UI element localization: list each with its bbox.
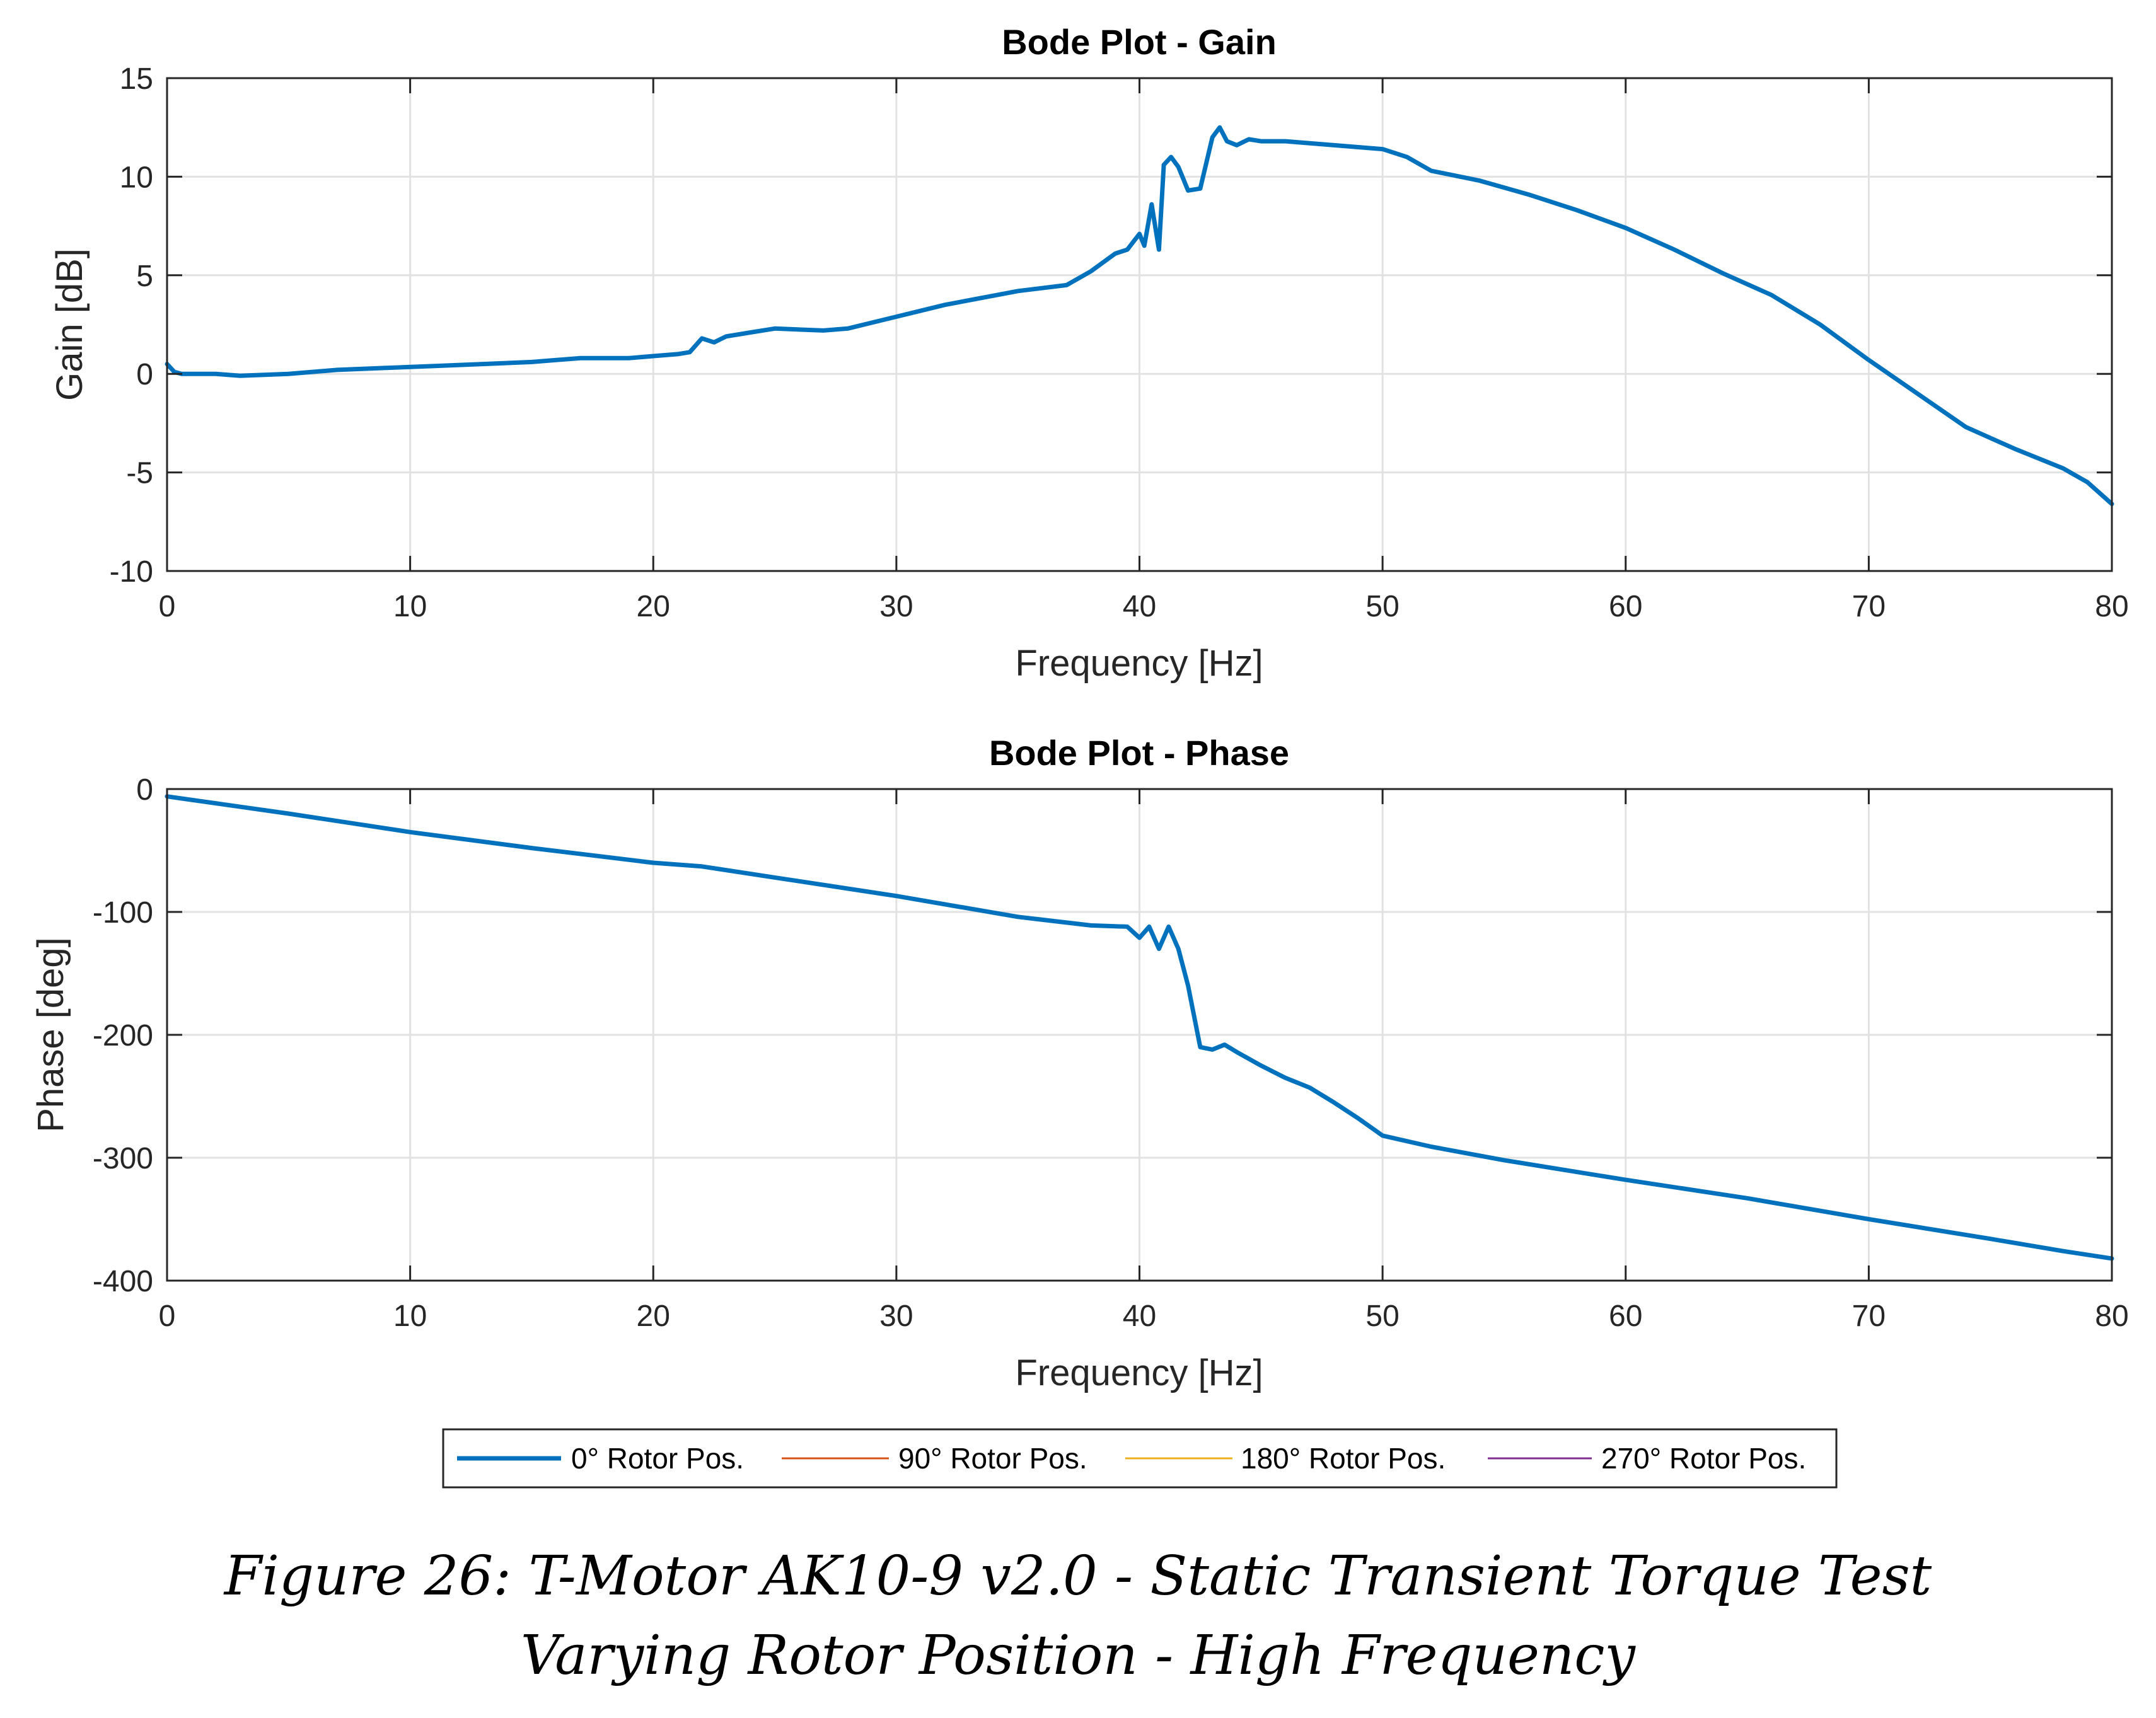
phase-x-tick-label: 10 (393, 1300, 427, 1333)
phase-series-group (165, 794, 2114, 1261)
phase-y-axis-label: Phase [deg] (30, 937, 71, 1133)
gain-x-tick-label: 10 (393, 590, 427, 623)
figure-caption-line1: Figure 26: T-Motor AK10-9 v2.0 - Static … (223, 1545, 1932, 1608)
gain-x-tick-label: 0 (159, 590, 176, 623)
phase-x-tick-label: 0 (159, 1300, 176, 1333)
phase-y-tick-label: -300 (93, 1142, 153, 1175)
phase-y-tick-label: -100 (93, 896, 153, 930)
phase-x-tick-label: 40 (1123, 1300, 1156, 1333)
phase-chart-title: Bode Plot - Phase (989, 733, 1289, 773)
gain-x-tick-label: 30 (879, 590, 913, 623)
gain-y-tick-label: -5 (126, 457, 153, 490)
gain-series-group (165, 125, 2114, 507)
gain-y-tick-label: 10 (120, 161, 153, 194)
gain-x-axis-label: Frequency [Hz] (1015, 643, 1263, 684)
gain-x-tick-label: 60 (1609, 590, 1642, 623)
phase-y-tick-label: -200 (93, 1019, 153, 1052)
gain-x-tick-label: 80 (2095, 590, 2128, 623)
gain-y-tick-label: 15 (120, 62, 153, 96)
phase-x-tick-label: 20 (637, 1300, 670, 1333)
phase-y-tick-label: 0 (136, 773, 153, 807)
phase-chart: 0 10 20 30 40 50 60 70 80 0 -100 -200 -300 -400 Bode … (30, 733, 2129, 1393)
gain-y-axis-label: Gain [dB] (49, 248, 90, 401)
phase-x-tick-label: 30 (879, 1300, 913, 1333)
gain-x-tick-label: 20 (637, 590, 670, 623)
phase-x-tick-label: 80 (2095, 1300, 2128, 1333)
phase-y-tick-label: -400 (93, 1265, 153, 1298)
legend-label-0: 0° Rotor Pos. (571, 1442, 744, 1475)
gain-chart-title: Bode Plot - Gain (1002, 22, 1277, 62)
figure-caption-line2: Varying Rotor Position - High Frequency (521, 1624, 1636, 1687)
phase-x-tick-label: 50 (1365, 1300, 1399, 1333)
gain-y-tick-label: 5 (136, 260, 153, 293)
legend: 0° Rotor Pos. 90° Rotor Pos. 180° Rotor … (442, 1428, 1838, 1489)
gain-x-tick-label: 40 (1123, 590, 1156, 623)
gain-series-line-0 (165, 125, 2114, 507)
phase-x-tick-label: 70 (1852, 1300, 1886, 1333)
phase-x-tick-label: 60 (1609, 1300, 1642, 1333)
gain-y-tick-label: 0 (136, 358, 153, 391)
gain-grid (167, 78, 2112, 571)
gain-x-tick-label: 50 (1365, 590, 1399, 623)
phase-x-axis-label: Frequency [Hz] (1015, 1352, 1263, 1393)
phase-ticks: 0 10 20 30 40 50 60 70 80 0 -100 -200 -300 -400 (93, 773, 2129, 1333)
legend-label-3: 270° Rotor Pos. (1601, 1442, 1806, 1475)
phase-grid (167, 789, 2112, 1281)
legend-label-1: 90° Rotor Pos. (898, 1442, 1087, 1475)
gain-x-tick-label: 70 (1852, 590, 1886, 623)
gain-y-tick-label: -10 (110, 555, 153, 589)
legend-label-2: 180° Rotor Pos. (1241, 1442, 1446, 1475)
phase-series-line-0 (165, 794, 2114, 1261)
